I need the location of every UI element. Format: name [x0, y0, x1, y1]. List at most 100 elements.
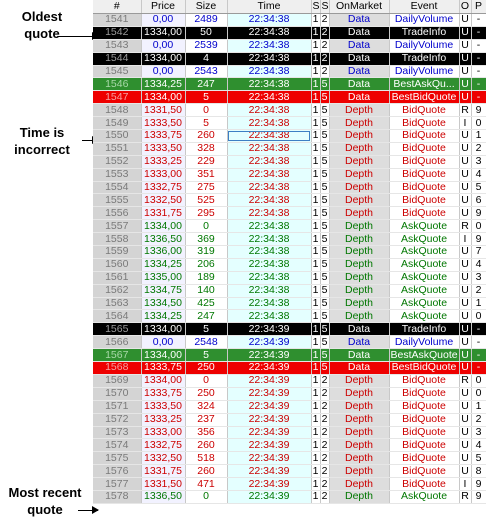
time-cell[interactable]: 22:34:39	[227, 400, 312, 414]
price-cell[interactable]: 0,00	[141, 39, 186, 53]
row-number-cell[interactable]: 1545	[93, 65, 142, 79]
o-cell[interactable]: I	[459, 477, 472, 491]
table-row[interactable]: 1544 1334,00 4 22:34:38 1 2 Data TradeInfo U -	[93, 52, 486, 66]
row-number-cell[interactable]: 1571	[93, 400, 142, 414]
table-row[interactable]: 1567 1334,00 5 22:34:39 1 5 Data BestAskQuote U -	[93, 348, 486, 363]
size-cell[interactable]: 206	[185, 258, 228, 272]
event-cell[interactable]: BestAskQu...	[389, 77, 460, 92]
s2-cell[interactable]: 2	[320, 426, 330, 440]
row-number-cell[interactable]: 1546	[93, 77, 142, 92]
column-header-price[interactable]: Price	[141, 0, 186, 14]
column-header-p[interactable]: P	[471, 0, 486, 14]
s1-cell[interactable]: 1	[311, 142, 321, 156]
price-cell[interactable]: 1332,50	[141, 451, 186, 466]
size-cell[interactable]: 260	[185, 464, 228, 479]
o-cell[interactable]: U	[459, 426, 472, 440]
o-cell[interactable]: U	[459, 309, 472, 324]
table-row[interactable]: 1546 1334,25 247 22:34:38 1 5 Data BestAskQu...…	[93, 77, 486, 92]
event-cell[interactable]: BidQuote	[389, 155, 460, 169]
onmarket-cell[interactable]: Depth	[329, 477, 390, 491]
s1-cell[interactable]: 1	[311, 387, 321, 401]
event-cell[interactable]: BidQuote	[389, 387, 460, 401]
event-cell[interactable]: AskQuote	[389, 297, 460, 311]
time-cell[interactable]: 22:34:38	[227, 39, 312, 53]
s2-cell[interactable]: 2	[320, 464, 330, 479]
size-cell[interactable]: 4	[185, 52, 228, 66]
s1-cell[interactable]: 1	[311, 245, 321, 259]
event-cell[interactable]: BidQuote	[389, 168, 460, 182]
table-row[interactable]: 1557 1334,00 0 22:34:38 1 5 Depth AskQuote R 0	[93, 219, 486, 234]
onmarket-cell[interactable]: Depth	[329, 232, 390, 247]
time-cell[interactable]: 22:34:39	[227, 361, 312, 375]
onmarket-cell[interactable]: Depth	[329, 426, 390, 440]
price-cell[interactable]: 1334,00	[141, 322, 186, 337]
o-cell[interactable]: I	[459, 232, 472, 247]
column-header-s2[interactable]: S	[320, 0, 330, 14]
o-cell[interactable]: U	[459, 438, 472, 453]
price-cell[interactable]: 1333,75	[141, 129, 186, 143]
onmarket-cell[interactable]: Data	[329, 335, 390, 350]
o-cell[interactable]: U	[459, 155, 472, 169]
price-cell[interactable]: 1333,25	[141, 413, 186, 427]
size-cell[interactable]: 351	[185, 168, 228, 182]
size-cell[interactable]: 50	[185, 26, 228, 40]
size-cell[interactable]: 2539	[185, 39, 228, 53]
price-cell[interactable]: 1331,50	[141, 103, 186, 118]
o-cell[interactable]: U	[459, 400, 472, 414]
s2-cell[interactable]: 5	[320, 168, 330, 182]
price-cell[interactable]: 1333,75	[141, 387, 186, 401]
table-row[interactable]: 1556 1331,75 295 22:34:38 1 5 Depth BidQuote U 9	[93, 206, 486, 221]
row-number-cell[interactable]: 1557	[93, 219, 142, 234]
s2-cell[interactable]: 5	[320, 322, 330, 337]
onmarket-cell[interactable]: Depth	[329, 297, 390, 311]
onmarket-cell[interactable]: Depth	[329, 413, 390, 427]
onmarket-cell[interactable]: Depth	[329, 168, 390, 182]
s2-cell[interactable]: 5	[320, 284, 330, 298]
price-cell[interactable]: 1333,25	[141, 155, 186, 169]
s1-cell[interactable]: 1	[311, 39, 321, 53]
time-cell[interactable]: 22:34:39	[227, 413, 312, 427]
event-cell[interactable]: TradeInfo	[389, 322, 460, 337]
s1-cell[interactable]: 1	[311, 271, 321, 285]
p-cell[interactable]: 4	[471, 168, 486, 182]
p-cell[interactable]: 2	[471, 142, 486, 156]
price-cell[interactable]: 1334,00	[141, 90, 186, 105]
o-cell[interactable]: R	[459, 490, 472, 504]
column-header-onmarket[interactable]: OnMarket	[329, 0, 390, 14]
onmarket-cell[interactable]: Depth	[329, 181, 390, 195]
s2-cell[interactable]: 5	[320, 103, 330, 118]
size-cell[interactable]: 328	[185, 142, 228, 156]
s2-cell[interactable]: 2	[320, 477, 330, 491]
o-cell[interactable]: U	[459, 39, 472, 53]
event-cell[interactable]: DailyVolume	[389, 39, 460, 53]
event-cell[interactable]: TradeInfo	[389, 52, 460, 66]
o-cell[interactable]: U	[459, 90, 472, 105]
s1-cell[interactable]: 1	[311, 168, 321, 182]
row-number-cell[interactable]: 1553	[93, 168, 142, 182]
onmarket-cell[interactable]: Depth	[329, 245, 390, 259]
table-row[interactable]: 1563 1334,50 425 22:34:38 1 5 Depth AskQuote U 1	[93, 297, 486, 311]
table-row[interactable]: 1549 1333,50 5 22:34:38 1 5 Depth BidQuote I 0	[93, 116, 486, 131]
s1-cell[interactable]: 1	[311, 477, 321, 491]
time-cell[interactable]: 22:34:38	[227, 129, 312, 143]
o-cell[interactable]: U	[459, 77, 472, 92]
event-cell[interactable]: BidQuote	[389, 374, 460, 388]
onmarket-cell[interactable]: Depth	[329, 387, 390, 401]
o-cell[interactable]: U	[459, 297, 472, 311]
size-cell[interactable]: 0	[185, 490, 228, 504]
o-cell[interactable]: R	[459, 103, 472, 118]
size-cell[interactable]: 237	[185, 413, 228, 427]
column-header-size[interactable]: Size	[185, 0, 228, 14]
price-cell[interactable]: 1336,00	[141, 245, 186, 259]
event-cell[interactable]: AskQuote	[389, 245, 460, 259]
table-row[interactable]: 1573 1333,00 356 22:34:39 1 2 Depth BidQuote U 3	[93, 426, 486, 440]
row-number-cell[interactable]: 1561	[93, 271, 142, 285]
s2-cell[interactable]: 5	[320, 206, 330, 221]
p-cell[interactable]: 9	[471, 103, 486, 118]
s1-cell[interactable]: 1	[311, 181, 321, 195]
time-cell[interactable]: 22:34:38	[227, 297, 312, 311]
size-cell[interactable]: 0	[185, 103, 228, 118]
p-cell[interactable]: 9	[471, 477, 486, 491]
p-cell[interactable]: -	[471, 39, 486, 53]
price-cell[interactable]: 1334,75	[141, 284, 186, 298]
